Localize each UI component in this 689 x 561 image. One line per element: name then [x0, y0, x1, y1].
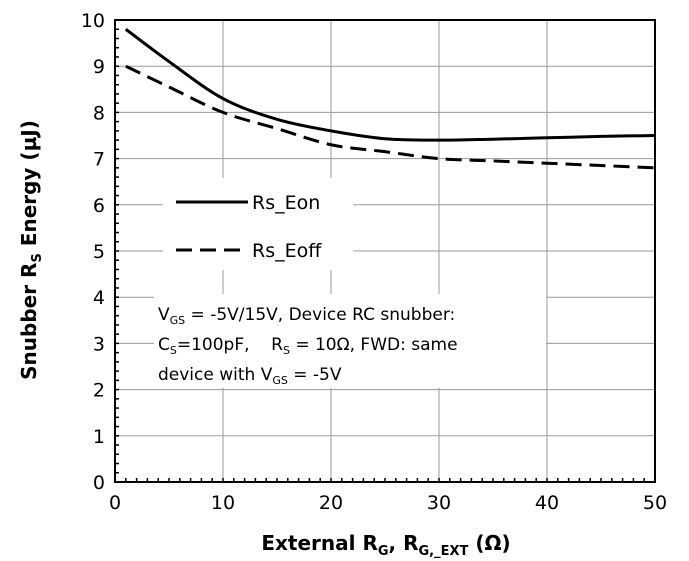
y-tick-label: 2 — [93, 380, 105, 402]
x-axis-title: External RG, RG,_EXT (Ω) — [261, 531, 510, 559]
x-tick-label: 20 — [319, 492, 343, 514]
x-tick-label: 30 — [427, 492, 451, 514]
y-tick-label: 5 — [93, 241, 105, 263]
annotation-line-2-text-b: = 10Ω, FWD: same — [290, 335, 458, 355]
annotation-rs-subscript: S — [283, 344, 290, 357]
x-tick-label: 0 — [109, 492, 121, 514]
y-axis-title-main: Snubber R — [17, 263, 41, 380]
plot-frame — [114, 19, 656, 483]
annotation-line-3-text-b: = -5V — [288, 365, 342, 385]
x-axis-title-tail: (Ω) — [468, 531, 510, 555]
series-line-rs-eon — [124, 28, 656, 142]
annotation-line-1: VGS = -5V/15V, Device RC snubber: — [158, 305, 455, 327]
y-tick-label: 1 — [93, 426, 105, 448]
y-axis-title-sub: S — [30, 253, 45, 262]
x-axis-title-sub-2: G,_EXT — [419, 544, 469, 559]
tick-labels: 0 10 20 30 40 50 0 1 2 3 4 5 6 7 8 9 10 — [81, 10, 667, 514]
y-tick-label: 8 — [93, 102, 105, 124]
x-tick-label: 10 — [211, 492, 235, 514]
x-axis-title-main: External R — [261, 531, 378, 555]
annotation-vgs-symbol: V — [158, 305, 170, 325]
y-tick-label: 10 — [81, 10, 105, 32]
annotation-line-2-text-a: =100pF, R — [177, 335, 283, 355]
y-tick-label: 6 — [93, 195, 105, 217]
annotation-cs-subscript: S — [170, 344, 177, 357]
annotation-line-3-text-a: device with V — [158, 365, 273, 385]
y-tick-label: 9 — [93, 56, 105, 78]
legend-label-eoff: Rs_Eoff — [252, 240, 322, 262]
annotation-line-2: CS=100pF, RS = 10Ω, FWD: same — [158, 335, 458, 357]
annotation-line-3: device with VGS = -5V — [158, 365, 342, 387]
annotation-cs-symbol: C — [158, 335, 170, 355]
legend: Rs_Eon Rs_Eoff — [163, 178, 353, 270]
y-axis-title: Snubber RS Energy (µJ) — [17, 120, 45, 380]
y-tick-label: 3 — [93, 333, 105, 355]
series-lines — [124, 28, 656, 170]
y-tick-label: 7 — [93, 149, 105, 171]
y-axis-title-tail: Energy (µJ) — [17, 120, 41, 253]
x-axis-title-sep: , R — [389, 531, 419, 555]
y-tick-label: 0 — [93, 472, 105, 494]
legend-label-eon: Rs_Eon — [252, 192, 320, 214]
annotation-line-1-text: = -5V/15V, Device RC snubber: — [185, 305, 455, 325]
x-tick-label: 40 — [535, 492, 559, 514]
x-tick-label: 50 — [643, 492, 667, 514]
annotation-vgs-subscript: GS — [170, 314, 186, 327]
conditions-annotation: VGS = -5V/15V, Device RC snubber: CS=100… — [154, 294, 546, 388]
annotation-background — [154, 294, 546, 388]
y-tick-label: 4 — [93, 287, 105, 309]
x-axis-title-sub-1: G — [378, 544, 389, 559]
annotation-vgs-subscript-2: GS — [272, 374, 288, 387]
legend-background — [163, 178, 353, 270]
series-line-rs-eoff — [125, 64, 656, 170]
